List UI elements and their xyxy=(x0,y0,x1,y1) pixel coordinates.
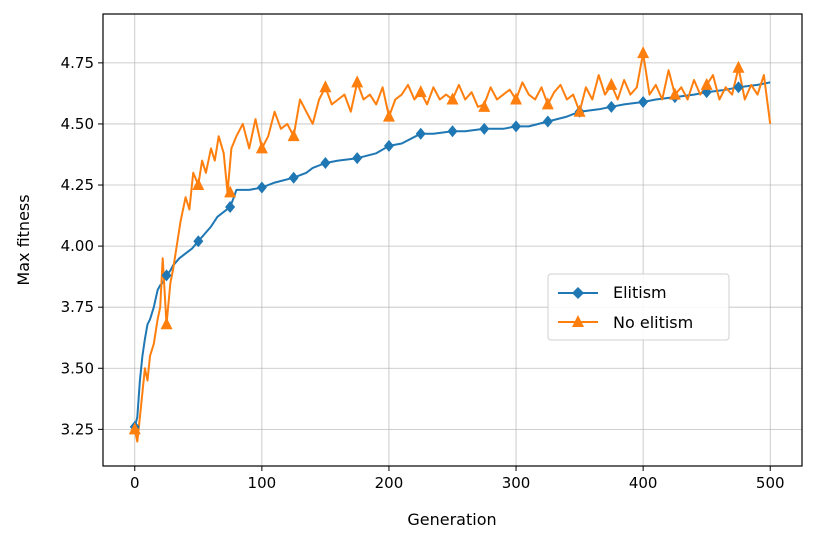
data-point-no-elitism xyxy=(478,99,491,112)
data-point-elitism xyxy=(288,171,299,184)
data-point-elitism xyxy=(638,95,649,108)
legend: Elitism No elitism xyxy=(547,273,730,341)
data-point-elitism xyxy=(383,139,394,152)
data-point-elitism xyxy=(352,152,363,165)
y-tick-label: 3.25 xyxy=(61,420,94,438)
data-point-no-elitism xyxy=(160,317,173,330)
data-point-elitism xyxy=(511,120,522,133)
x-tick-label: 300 xyxy=(502,474,531,492)
data-point-elitism xyxy=(733,81,744,94)
x-tick-label: 200 xyxy=(375,474,404,492)
y-tick-label: 3.50 xyxy=(61,359,94,377)
grid xyxy=(103,14,802,466)
plot-area xyxy=(128,46,772,443)
data-point-no-elitism xyxy=(382,109,395,122)
y-tick-label: 4.25 xyxy=(61,176,94,194)
data-point-no-elitism xyxy=(637,46,650,59)
data-point-elitism xyxy=(542,115,553,128)
data-point-no-elitism xyxy=(605,77,618,90)
data-point-no-elitism xyxy=(319,80,332,93)
x-tick-label: 0 xyxy=(130,474,140,492)
x-tick-label: 500 xyxy=(756,474,785,492)
data-point-elitism xyxy=(320,157,331,170)
data-point-no-elitism xyxy=(732,60,745,73)
data-point-elitism xyxy=(193,235,204,248)
data-point-no-elitism xyxy=(351,75,364,88)
x-tick-label: 100 xyxy=(248,474,277,492)
y-tick-label: 3.75 xyxy=(61,298,94,316)
legend-label-no-elitism: No elitism xyxy=(613,313,693,332)
data-point-no-elitism xyxy=(700,77,713,90)
data-point-no-elitism xyxy=(414,85,427,98)
series-line-no-elitism xyxy=(133,52,772,443)
legend-marker-no-elitism xyxy=(572,315,584,327)
legend-label-elitism: Elitism xyxy=(613,283,667,302)
data-point-elitism xyxy=(606,100,617,113)
data-point-no-elitism xyxy=(446,92,459,105)
data-point-no-elitism xyxy=(573,104,586,117)
data-point-no-elitism xyxy=(192,178,205,191)
data-point-no-elitism xyxy=(224,185,237,198)
x-axis: 0 100 200 300 400 500 xyxy=(130,466,785,492)
legend-marker-elitism xyxy=(572,287,584,299)
data-point-elitism xyxy=(479,122,490,135)
legend-box xyxy=(547,273,730,341)
y-tick-label: 4.75 xyxy=(61,54,94,72)
data-point-no-elitism xyxy=(128,422,141,435)
data-point-no-elitism xyxy=(541,97,554,110)
y-axis: 3.25 3.50 3.75 4.00 4.25 4.50 4.75 xyxy=(61,54,103,438)
data-point-elitism xyxy=(225,201,236,214)
data-point-no-elitism xyxy=(668,87,681,100)
plot-frame xyxy=(102,13,803,467)
data-point-no-elitism xyxy=(255,141,268,154)
x-tick-label: 400 xyxy=(629,474,658,492)
data-point-elitism xyxy=(256,181,267,194)
x-axis-label: Generation xyxy=(407,510,496,529)
data-point-elitism xyxy=(415,127,426,140)
y-tick-label: 4.50 xyxy=(61,115,94,133)
data-point-elitism xyxy=(447,125,458,138)
data-point-no-elitism xyxy=(287,129,300,142)
data-point-no-elitism xyxy=(510,92,523,105)
data-point-elitism xyxy=(161,269,172,282)
y-tick-label: 4.00 xyxy=(61,237,94,255)
y-axis-label: Max fitness xyxy=(14,194,33,285)
